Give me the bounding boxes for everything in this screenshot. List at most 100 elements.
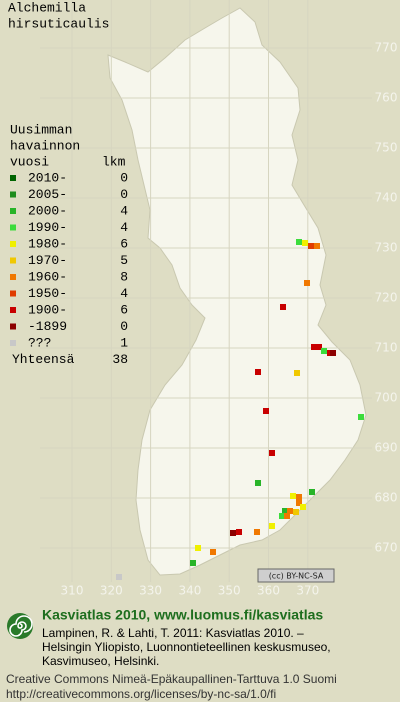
legend-header: Uusimman: [10, 122, 72, 137]
citation-line: Lampinen, R. & Lahti, T. 2011: Kasviatla…: [42, 626, 304, 640]
observation: [116, 574, 122, 580]
observation: [321, 348, 327, 354]
observation: [316, 344, 322, 350]
observation: [287, 508, 293, 514]
x-label: 350: [218, 584, 241, 598]
observation: [294, 370, 300, 376]
observation: [269, 450, 275, 456]
observation: [254, 529, 260, 535]
observation: [284, 513, 290, 519]
y-label: 750: [375, 141, 398, 155]
observation: [195, 545, 201, 551]
observation: [282, 508, 288, 514]
legend-label: ???: [28, 335, 51, 350]
legend-label: -1899: [28, 319, 67, 334]
logo-spiral: [9, 615, 33, 637]
legend-count: 5: [120, 253, 128, 268]
observation: [296, 500, 302, 506]
legend-count: 4: [120, 220, 128, 235]
observation: [300, 504, 306, 510]
legend-label: 1960-: [28, 269, 67, 284]
legend-label: 2010-: [28, 170, 67, 185]
title-line: hirsuticaulis: [8, 16, 109, 31]
y-label: 720: [375, 291, 398, 305]
observation: [304, 280, 310, 286]
observation: [255, 369, 261, 375]
total-label: Yhteensä: [12, 352, 75, 367]
legend-swatch: [10, 307, 16, 313]
legend-header: havainnon: [10, 138, 80, 153]
observation: [236, 529, 242, 535]
observation: [290, 493, 296, 499]
finland-outline: [107, 7, 367, 576]
logo-circle: [7, 613, 33, 639]
observation: [279, 513, 285, 519]
legend-swatch: [10, 340, 16, 346]
legend-count: 0: [120, 170, 128, 185]
y-label: 680: [375, 491, 398, 505]
y-label: 760: [375, 91, 398, 105]
observation: [269, 523, 275, 529]
observation: [308, 243, 314, 249]
x-label: 330: [139, 584, 162, 598]
legend-count: 4: [120, 286, 128, 301]
x-label: 340: [178, 584, 201, 598]
legend-count: 6: [120, 302, 128, 317]
observation: [280, 304, 286, 310]
x-label: 320: [100, 584, 123, 598]
legend-count-header: lkm: [102, 154, 126, 169]
observation: [293, 509, 299, 515]
legend-swatch: [10, 175, 16, 181]
legend-count: 0: [120, 187, 128, 202]
legend-count: 0: [120, 319, 128, 334]
citation-line: Helsingin Yliopisto, Luonnontieteellinen…: [42, 640, 331, 654]
license-badge: (cc) BY-NC-SA: [257, 568, 335, 583]
legend-swatch: [10, 274, 16, 280]
legend-label: 1950-: [28, 286, 67, 301]
legend-swatch: [10, 323, 16, 330]
y-label: 700: [375, 391, 398, 405]
legend-count: 1: [120, 335, 128, 350]
badge-box: [257, 568, 335, 583]
observation: [296, 239, 302, 245]
legend-label: 1970-: [28, 253, 67, 268]
legend-count: 6: [120, 236, 128, 251]
observation: [311, 344, 317, 350]
observation: [263, 408, 269, 414]
license-line: http://creativecommons.org/licenses/by-n…: [6, 687, 276, 701]
y-label: 710: [375, 341, 398, 355]
badge-text: (cc) BY-NC-SA: [269, 572, 324, 581]
legend-swatch: [10, 224, 16, 231]
observations: [116, 239, 364, 580]
observation: [302, 240, 308, 246]
license-line: Creative Commons Nimeä-Epäkaupallinen-Ta…: [6, 672, 337, 686]
y-label: 740: [375, 191, 398, 205]
y-label: 670: [375, 541, 398, 555]
footer-heading: Kasviatlas 2010, www.luomus.fi/kasviatla…: [42, 607, 323, 623]
observation: [358, 414, 364, 420]
total-count: 38: [112, 352, 128, 367]
observation: [230, 530, 236, 536]
observation: [296, 494, 302, 500]
y-label: 770: [375, 41, 398, 55]
legend-label: 2005-: [28, 187, 67, 202]
observation: [309, 489, 315, 495]
observation: [255, 480, 261, 486]
logo: [7, 613, 33, 639]
observation: [210, 549, 216, 555]
citation-line: Kasvimuseo, Helsinki.: [42, 654, 159, 668]
legend-swatch: [10, 290, 16, 297]
y-label: 730: [375, 241, 398, 255]
legend-swatch: [10, 241, 16, 247]
y-label: 690: [375, 441, 398, 455]
legend-label: 1900-: [28, 302, 67, 317]
grid-over-map: [40, 0, 372, 582]
legend-swatch: [10, 191, 16, 198]
legend-swatch: [10, 257, 16, 264]
title-line: Alchemilla: [8, 0, 86, 15]
legend-label: 1980-: [28, 236, 67, 251]
x-label: 310: [61, 584, 84, 598]
legend: Uusimman havainnon vuosi lkm 2010- 0 2005-…: [10, 122, 128, 367]
legend-header: vuosi: [10, 154, 49, 169]
